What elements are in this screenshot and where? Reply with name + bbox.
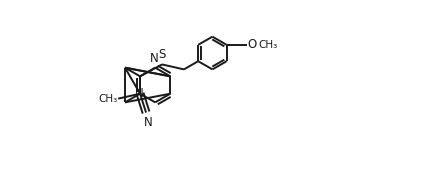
Text: S: S [158,48,166,61]
Text: N: N [150,52,159,65]
Text: N: N [135,87,143,100]
Text: CH₃: CH₃ [258,40,278,50]
Text: N: N [144,116,152,129]
Text: O: O [247,38,257,51]
Text: CH₃: CH₃ [99,94,118,104]
